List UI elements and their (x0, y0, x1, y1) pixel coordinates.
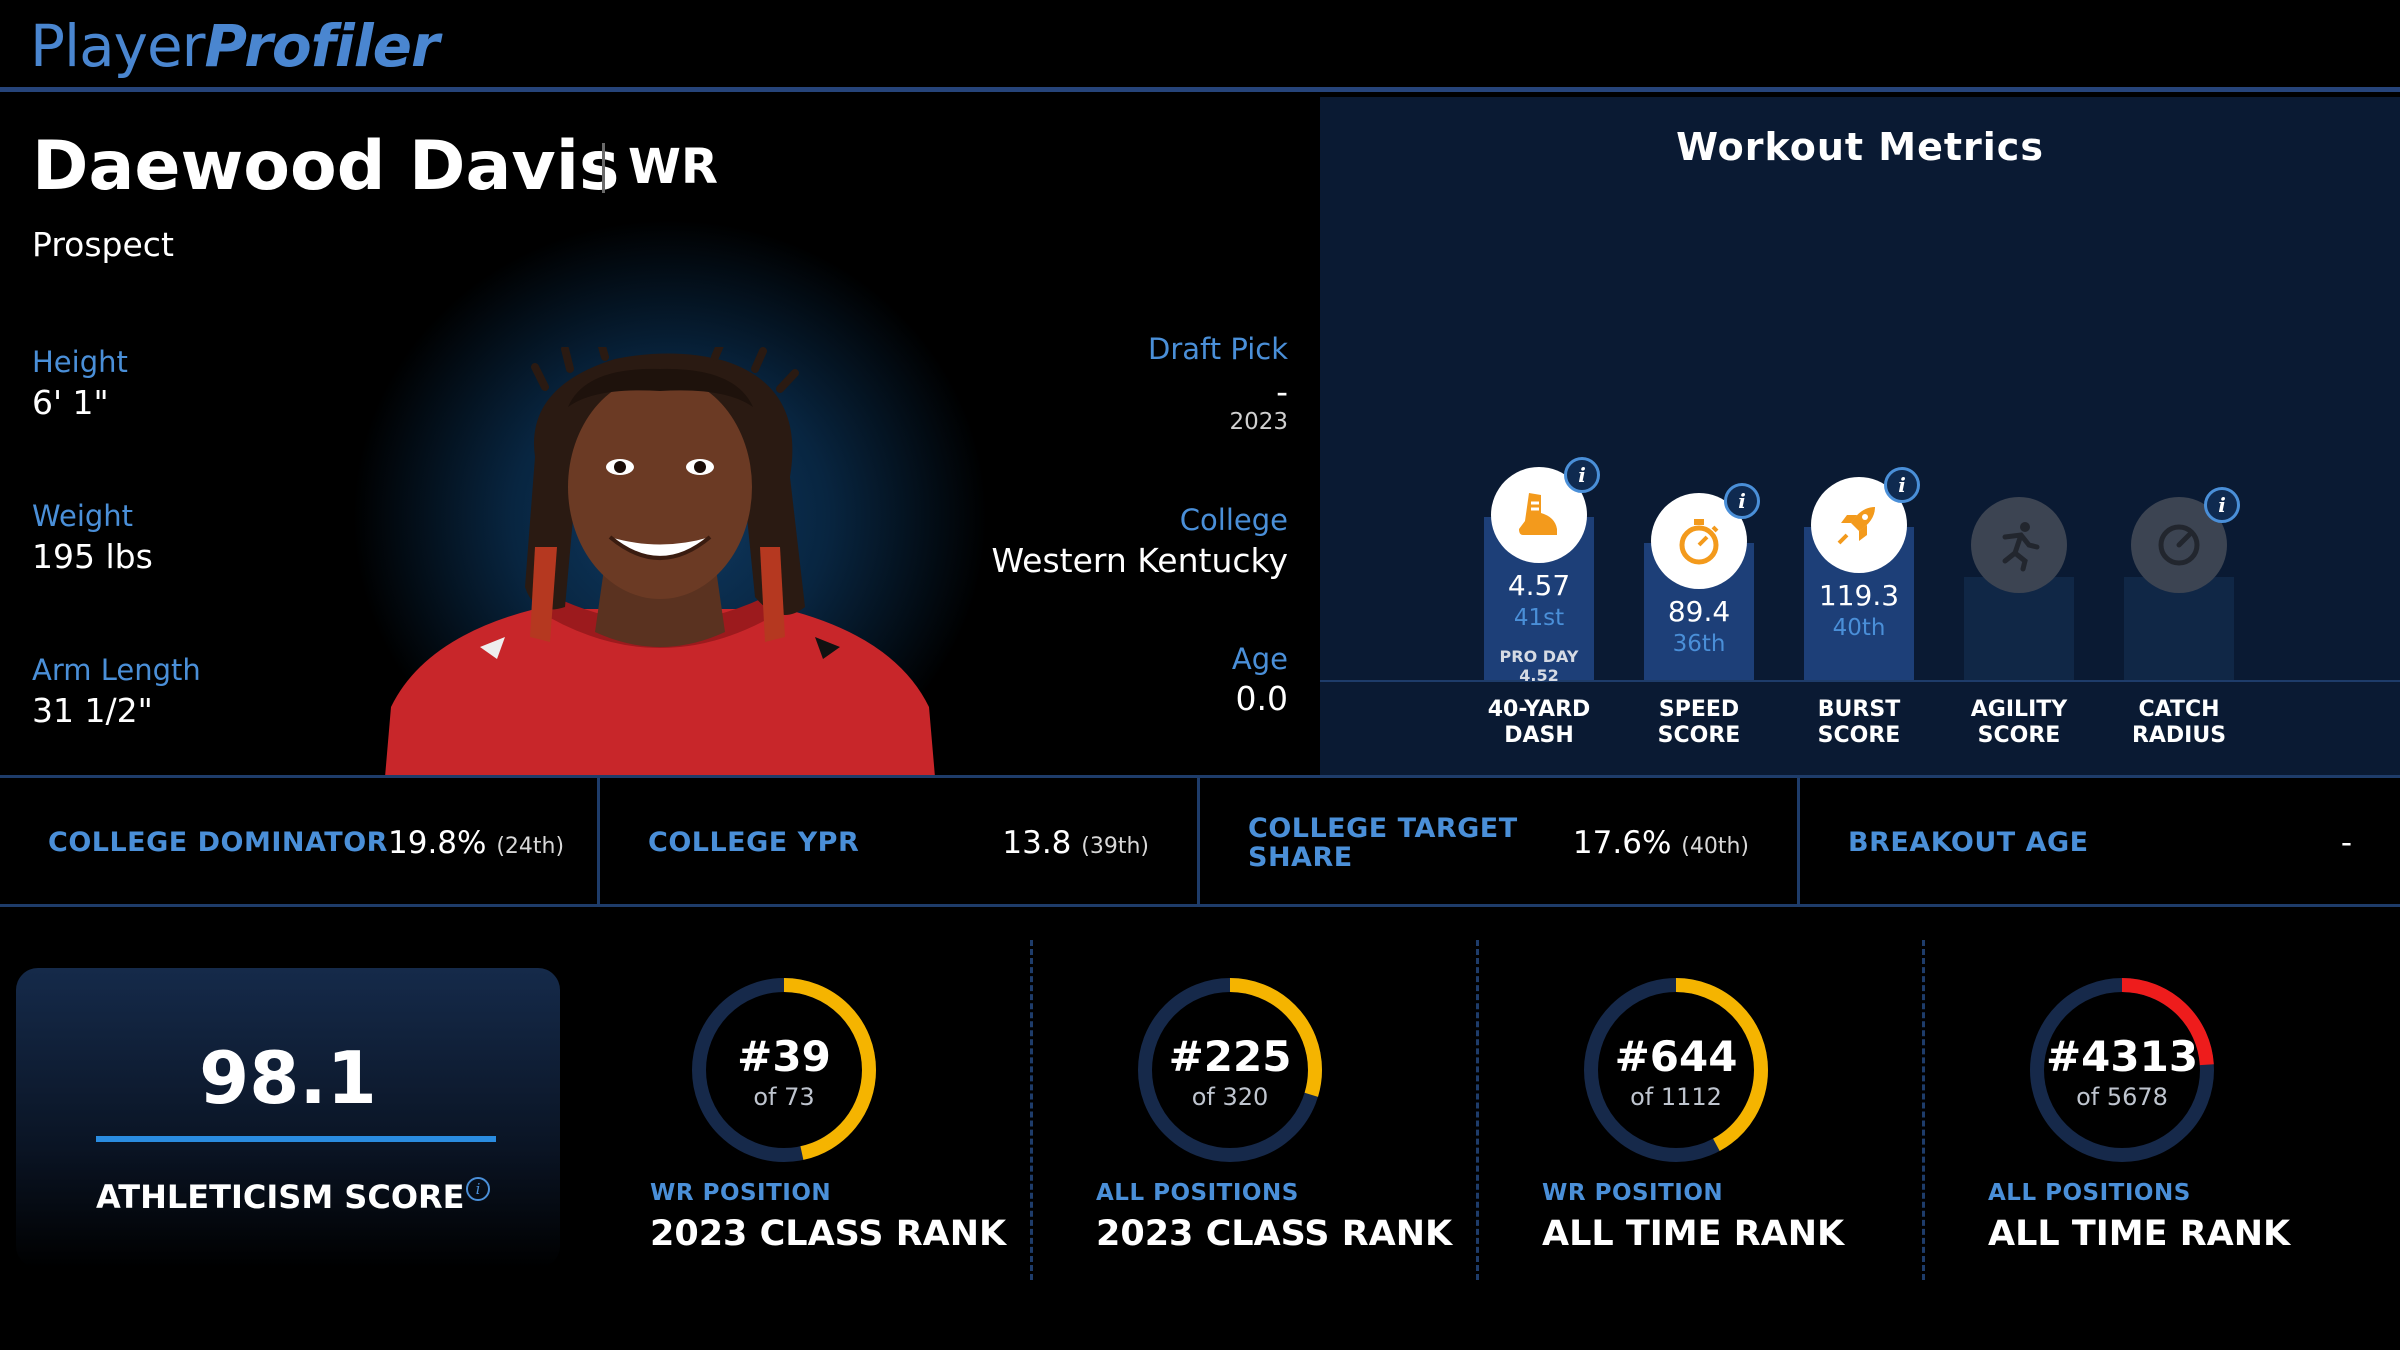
rank-number: #39 (737, 1032, 831, 1081)
stat-value: - (2340, 825, 2352, 861)
stat-value: 13.8 (39th) (1002, 825, 1149, 861)
stat-label: BREAKOUT AGE (1848, 827, 2089, 858)
rank-number: #225 (1168, 1032, 1292, 1081)
rank-title: 2023 CLASS RANK (1096, 1214, 1453, 1254)
pro-day-value: 4.52 (1519, 666, 1559, 685)
metric-burst-score[interactable]: i 119.3 40th (1804, 447, 1920, 680)
rank-ring (1138, 978, 1322, 1162)
player-profile-panel: Daewood Davis WR Prospect Height 6' 1" W… (0, 97, 1320, 775)
rank-wr-2023-class: #39 of 73 WR POSITION 2023 CLASS RANK (588, 940, 1034, 1280)
rank-title: ALL TIME RANK (1988, 1214, 2291, 1254)
workout-metrics-panel: Workout Metrics i 4.57 41st PRO DAY 4.52… (1320, 97, 2400, 775)
stat-label: COLLEGE TARGET SHARE (1248, 813, 1518, 873)
metric-label-burst-score: BURST SCORE (1817, 697, 1901, 748)
stat-value: 17.6% (40th) (1572, 825, 1749, 861)
metric-label-agility-score: AGILITY SCORE (1970, 697, 2068, 748)
info-icon[interactable]: i (1564, 457, 1600, 493)
metric-rank: 41st (1513, 605, 1565, 631)
rank-total: of 5678 (2076, 1083, 2168, 1111)
metric-rank: 40th (1832, 615, 1886, 641)
rank-total: of 320 (1191, 1083, 1269, 1111)
metric-bar-empty (2124, 577, 2234, 680)
rank-subtitle: WR POSITION (1542, 1180, 1724, 1206)
stat-college-target-share: COLLEGE TARGET SHARE 17.6% (40th) (1200, 778, 1800, 904)
metric-label-speed-score: SPEED SCORE (1657, 697, 1741, 748)
metric-rank: 36th (1672, 631, 1726, 657)
metric-bar-empty (1964, 577, 2074, 680)
divider (1922, 940, 1925, 1280)
metric-label-40-yard-dash: 40-YARD DASH (1487, 697, 1591, 748)
athleticism-score-card: 98.1 ATHLETICISM SCORE i (16, 968, 560, 1268)
runner-icon (1971, 497, 2067, 593)
metric-catch-radius[interactable]: i (2124, 487, 2240, 680)
rank-subtitle: ALL POSITIONS (1096, 1180, 1299, 1206)
college-stats-row: COLLEGE DOMINATOR 19.8% (24th) COLLEGE Y… (0, 775, 2400, 907)
rank-title: 2023 CLASS RANK (650, 1214, 1007, 1254)
pro-day-label: PRO DAY (1499, 647, 1579, 666)
draft-pick-label: Draft Pick (1148, 332, 1288, 366)
workout-title: Workout Metrics (1676, 125, 2044, 169)
player-photo (385, 347, 935, 775)
arm-length-value: 31 1/2" (32, 691, 153, 730)
weight-value: 195 lbs (32, 537, 153, 576)
chart-baseline (1320, 680, 2400, 682)
age-value: 0.0 (1235, 679, 1288, 718)
rank-total: of 73 (753, 1083, 815, 1111)
metric-value: 4.57 (1507, 569, 1571, 602)
rank-number: #644 (1614, 1032, 1738, 1081)
college-label: College (1179, 503, 1288, 537)
divider (1030, 940, 1033, 1280)
info-icon[interactable]: i (2204, 487, 2240, 523)
rank-total: of 1112 (1630, 1083, 1722, 1111)
weight-label: Weight (32, 499, 134, 533)
info-icon[interactable]: i (1884, 467, 1920, 503)
athleticism-score-label: ATHLETICISM SCORE (96, 1178, 465, 1216)
metric-value: 89.4 (1667, 595, 1731, 628)
height-value: 6' 1" (32, 383, 109, 422)
rank-ring (2030, 978, 2214, 1162)
stat-value: 19.8% (24th) (388, 825, 565, 861)
rank-ring (1584, 978, 1768, 1162)
metric-40-yard-dash[interactable]: i 4.57 41st PRO DAY 4.52 (1484, 437, 1600, 685)
athleticism-underline (96, 1136, 496, 1142)
rank-all-2023-class: #225 of 320 ALL POSITIONS 2023 CLASS RAN… (1034, 940, 1480, 1280)
stat-college-ypr: COLLEGE YPR 13.8 (39th) (600, 778, 1200, 904)
college-value: Western Kentucky (991, 541, 1288, 580)
top-bar: PlayerProfiler (0, 0, 2400, 92)
info-icon[interactable]: i (466, 1177, 490, 1201)
age-label: Age (1231, 642, 1288, 676)
rank-subtitle: WR POSITION (650, 1180, 832, 1206)
rank-wr-all-time: #644 of 1112 WR POSITION ALL TIME RANK (1480, 940, 1926, 1280)
metric-label-catch-radius: CATCH RADIUS (2131, 697, 2227, 748)
player-status: Prospect (32, 225, 174, 264)
stat-label: COLLEGE DOMINATOR (48, 827, 388, 858)
site-logo[interactable]: PlayerProfiler (30, 12, 440, 80)
stat-college-dominator: COLLEGE DOMINATOR 19.8% (24th) (0, 778, 600, 904)
divider (1476, 940, 1479, 1280)
name-divider (602, 143, 605, 193)
metric-agility-score[interactable] (1964, 497, 2074, 680)
stat-breakout-age: BREAKOUT AGE - (1800, 778, 2400, 904)
stat-label: COLLEGE YPR (648, 827, 860, 858)
height-label: Height (32, 345, 128, 379)
rank-ring (692, 978, 876, 1162)
rank-number: #4313 (2045, 1032, 2199, 1081)
player-name: Daewood Davis (32, 127, 620, 206)
draft-year: 2023 (1229, 409, 1288, 435)
rank-all-all-time: #4313 of 5678 ALL POSITIONS ALL TIME RAN… (1926, 940, 2372, 1280)
arm-length-label: Arm Length (32, 653, 201, 687)
draft-pick-value: - (1276, 372, 1288, 411)
rank-title: ALL TIME RANK (1542, 1214, 1845, 1254)
athleticism-score-value: 98.1 (199, 1036, 377, 1120)
metric-speed-score[interactable]: i 89.4 36th (1644, 463, 1760, 680)
rank-subtitle: ALL POSITIONS (1988, 1180, 2191, 1206)
info-icon[interactable]: i (1724, 483, 1760, 519)
metric-value: 119.3 (1818, 579, 1900, 612)
player-position: WR (628, 139, 718, 195)
